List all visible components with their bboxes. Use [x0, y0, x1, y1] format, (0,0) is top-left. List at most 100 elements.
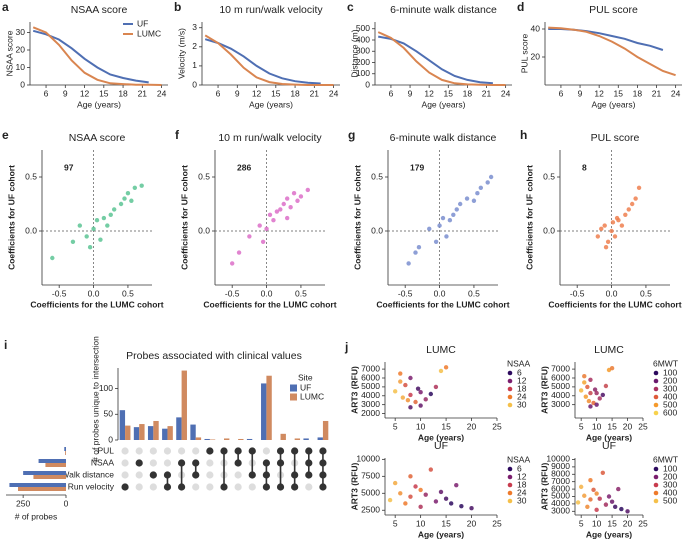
point	[585, 384, 590, 390]
x-tick-label: 0.5	[295, 288, 307, 298]
point	[575, 500, 581, 505]
point	[451, 212, 456, 217]
point	[405, 398, 411, 403]
x-axis-label: Age (years)	[586, 432, 632, 442]
x-axis-label: Age (years)	[418, 432, 464, 442]
x-tick-label: 25	[492, 518, 502, 528]
point	[433, 384, 439, 390]
legend-label: 18	[517, 383, 527, 393]
y-tick-label: 200	[356, 57, 370, 67]
legend-label: LUMC	[300, 391, 324, 401]
trend-line	[548, 26, 676, 77]
point	[625, 509, 630, 514]
point	[398, 379, 403, 384]
bar	[139, 424, 145, 440]
point	[464, 196, 470, 201]
point	[588, 390, 593, 396]
legend-label: 300	[663, 383, 677, 393]
point	[118, 201, 124, 207]
point	[260, 239, 266, 244]
x-tick-label: 20	[623, 421, 633, 431]
matrix-dot	[178, 459, 186, 467]
point	[284, 196, 290, 201]
point	[633, 196, 638, 201]
x-tick-label: 5	[579, 421, 584, 431]
y-tick-label: 0.0	[25, 225, 37, 235]
point	[418, 403, 423, 408]
y-tick-label: 0	[20, 79, 25, 89]
point	[50, 255, 55, 261]
point	[612, 504, 618, 510]
matrix-dot	[135, 483, 143, 491]
y-tick-label: 10	[16, 62, 26, 72]
point	[469, 506, 474, 511]
x-tick-label: 24	[501, 88, 511, 98]
point	[271, 218, 276, 223]
point	[94, 218, 100, 223]
x-tick-label: 21	[310, 88, 320, 98]
legend-title: Site	[298, 372, 313, 382]
matrix-dot	[276, 483, 285, 491]
matrix-dot	[291, 471, 299, 479]
chart-title: 6-minute walk distance	[390, 4, 497, 16]
bar	[147, 426, 154, 440]
x-tick-label: 12	[594, 88, 604, 98]
matrix-dot	[192, 483, 200, 491]
point	[585, 504, 590, 510]
legend-swatch	[653, 394, 659, 400]
panel-letter: e	[2, 128, 9, 142]
x-tick-label: 12	[424, 88, 434, 98]
y-tick-label: 7000	[551, 363, 570, 373]
matrix-dot	[121, 459, 129, 467]
point	[610, 220, 616, 225]
x-tick-label: 0.5	[122, 288, 134, 298]
legend-swatch	[507, 386, 513, 392]
point	[594, 402, 599, 407]
set-label: Run velocity	[68, 481, 115, 491]
y-tick-label: 1	[192, 60, 197, 70]
point	[591, 487, 596, 493]
legend-label: LUMC	[137, 28, 161, 38]
point	[87, 245, 93, 250]
point	[295, 198, 300, 203]
legend-swatch	[507, 482, 513, 488]
bar	[176, 417, 182, 440]
point	[609, 366, 615, 371]
matrix-dot	[163, 459, 172, 467]
matrix-dot	[206, 483, 214, 491]
bar	[266, 375, 272, 440]
matrix-dot	[262, 483, 270, 491]
legend-label: UF	[137, 18, 148, 28]
matrix-dot	[248, 447, 256, 455]
set-label: Walk distance	[61, 469, 114, 479]
x-axis-label: Age (years)	[586, 529, 632, 539]
panel-letter: b	[174, 0, 181, 14]
y-tick-label: 2	[192, 41, 197, 51]
legend-swatch	[507, 378, 513, 384]
x-tick-label: 9	[235, 88, 240, 98]
count-annotation: 8	[582, 162, 587, 172]
x-tick-label: 5	[393, 421, 398, 431]
x-tick-label: 10	[416, 421, 426, 431]
y-tick-label: 8000	[551, 469, 570, 479]
legend-label: 200	[663, 375, 677, 385]
panel-letter: c	[347, 0, 354, 14]
point	[418, 487, 423, 493]
x-tick-label: 0.0	[261, 288, 273, 298]
y-tick-label: 10000	[546, 454, 570, 464]
point	[408, 474, 413, 479]
x-tick-label: 25	[492, 421, 502, 431]
x-tick-label: 24	[329, 88, 339, 98]
matrix-dot	[163, 483, 172, 491]
bar	[153, 420, 159, 440]
x-tick-label: 15	[441, 421, 451, 431]
chart-title: LUMC	[426, 344, 456, 356]
matrix-dot	[319, 459, 327, 467]
point	[278, 207, 283, 212]
y-tick-label: 30	[16, 27, 26, 37]
matrix-dot	[276, 459, 285, 467]
matrix-dot	[305, 459, 313, 467]
bar	[209, 439, 216, 440]
set-size-bar	[33, 475, 66, 479]
y-tick-label: 0.0	[543, 225, 555, 235]
